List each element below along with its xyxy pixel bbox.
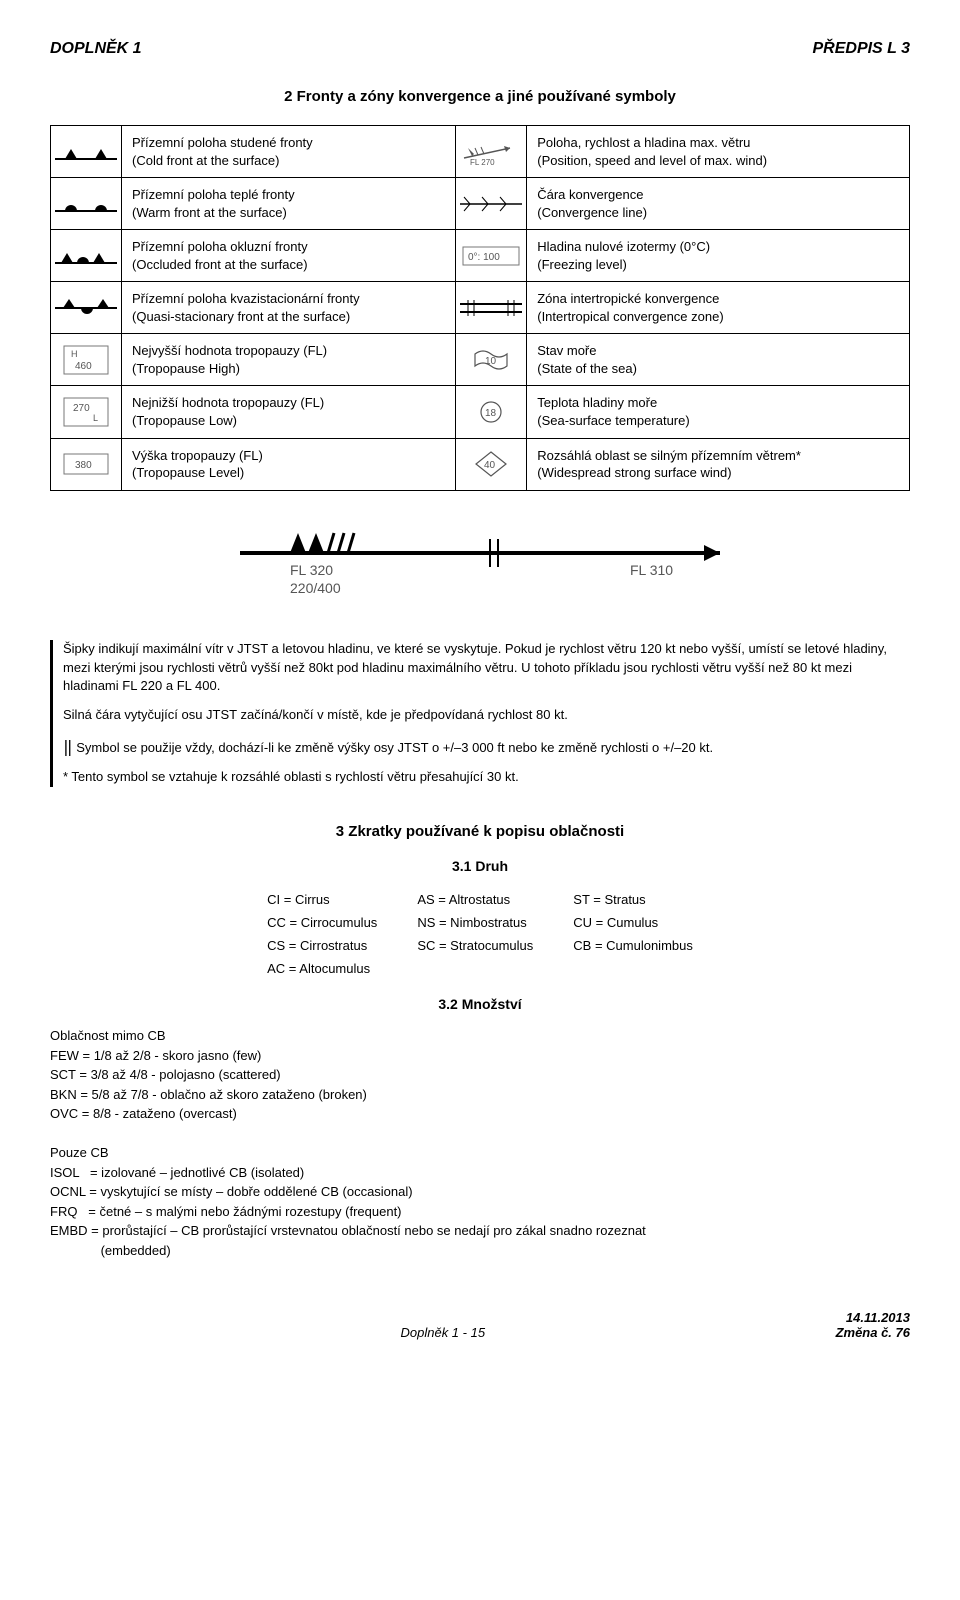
right-symbol-3 <box>456 282 527 334</box>
jet-fl-left: FL 320 <box>290 562 333 578</box>
section3-title: 3 Zkratky používané k popisu oblačnosti <box>50 823 910 840</box>
left-symbol-4: H 460 <box>51 334 122 386</box>
section3-sub2: 3.2 Množství <box>50 996 910 1012</box>
note-4: * Tento symbol se vztahuje k rozsáhlé ob… <box>63 768 900 787</box>
cb-line: OCNL = vyskytující se místy – dobře oddě… <box>50 1182 910 1202</box>
svg-text:270: 270 <box>73 403 90 414</box>
left-desc-0: Přízemní poloha studené fronty(Cold fron… <box>122 126 456 178</box>
jet-stream-figure: FL 320 220/400 FL 310 <box>50 519 910 612</box>
amount-line: SCT = 3/8 až 4/8 - polojasno (scattered) <box>50 1065 910 1085</box>
abbr-cell <box>397 957 553 980</box>
left-desc-2: Přízemní poloha okluzní fronty(Occluded … <box>122 230 456 282</box>
svg-text:18: 18 <box>485 408 497 419</box>
amount-line: OVC = 8/8 - zataženo (overcast) <box>50 1104 910 1124</box>
right-desc-1: Čára konvergence(Convergence line) <box>527 178 910 230</box>
right-symbol-1 <box>456 178 527 230</box>
abbr-cell: AC = Altocumulus <box>247 957 397 980</box>
cloud-abbr-table: CI = CirrusAS = AltrostatusST = StratusC… <box>247 888 713 980</box>
right-symbol-2: 0°: 100 <box>456 230 527 282</box>
cb-line: EMBD = prorůstající – CB prorůstající vr… <box>50 1221 910 1241</box>
cb-line: FRQ = četné – s malými nebo žádnými roze… <box>50 1202 910 1222</box>
left-desc-5: Nejnižší hodnota tropopauzy (FL)(Tropopa… <box>122 386 456 438</box>
left-desc-4: Nejvyšší hodnota tropopauzy (FL)(Tropopa… <box>122 334 456 386</box>
page-header: DOPLNĚK 1 PŘEDPIS L 3 <box>50 40 910 58</box>
section3-sub1: 3.1 Druh <box>50 858 910 874</box>
right-desc-5: Teplota hladiny moře(Sea-surface tempera… <box>527 386 910 438</box>
symbols-table: Přízemní poloha studené fronty(Cold fron… <box>50 125 910 491</box>
cb-line: (embedded) <box>50 1241 910 1261</box>
header-right: PŘEDPIS L 3 <box>812 40 910 58</box>
svg-text:0°: 100: 0°: 100 <box>468 252 500 263</box>
note-2: Silná čára vytyčující osu JTST začíná/ko… <box>63 706 900 725</box>
cb-head: Pouze CB <box>50 1143 910 1163</box>
abbr-cell: SC = Stratocumulus <box>397 934 553 957</box>
note-3: ‖ Symbol se použije vždy, dochází-li ke … <box>63 735 900 758</box>
double-bar-icon: ‖ <box>63 737 73 756</box>
right-desc-6: Rozsáhlá oblast se silným přízemním větr… <box>527 438 910 490</box>
abbr-cell: ST = Stratus <box>553 888 713 911</box>
right-symbol-0: FL 270 <box>456 126 527 178</box>
right-symbol-6: 40 <box>456 438 527 490</box>
right-desc-0: Poloha, rychlost a hladina max. větru(Po… <box>527 126 910 178</box>
right-symbol-5: 18 <box>456 386 527 438</box>
note-3-text: Symbol se použije vždy, dochází-li ke zm… <box>76 740 713 755</box>
footer-change: Změna č. 76 <box>836 1325 910 1340</box>
left-desc-3: Přízemní poloha kvazistacionární fronty(… <box>122 282 456 334</box>
left-symbol-1 <box>51 178 122 230</box>
left-symbol-6: 380 <box>51 438 122 490</box>
abbr-cell: CI = Cirrus <box>247 888 397 911</box>
abbr-cell: AS = Altrostatus <box>397 888 553 911</box>
page-footer: Doplněk 1 - 15 14.11.2013 Změna č. 76 <box>50 1310 910 1340</box>
jet-fl-right: FL 310 <box>630 562 673 578</box>
abbr-cell <box>553 957 713 980</box>
svg-text:10: 10 <box>485 356 497 367</box>
left-desc-6: Výška tropopauzy (FL)(Tropopause Level) <box>122 438 456 490</box>
footer-date: 14.11.2013 <box>846 1310 910 1325</box>
amount-head: Oblačnost mimo CB <box>50 1026 910 1046</box>
right-desc-3: Zóna intertropické konvergence(Intertrop… <box>527 282 910 334</box>
header-left: DOPLNĚK 1 <box>50 40 142 58</box>
amount-line: BKN = 5/8 až 7/8 - oblačno až skoro zata… <box>50 1085 910 1105</box>
section2-title: 2 Fronty a zóny konvergence a jiné použí… <box>50 88 910 105</box>
note-1: Šipky indikují maximální vítr v JTST a l… <box>63 640 900 697</box>
svg-text:L: L <box>93 413 98 423</box>
left-symbol-2 <box>51 230 122 282</box>
right-desc-2: Hladina nulové izotermy (0°C)(Freezing l… <box>527 230 910 282</box>
svg-text:380: 380 <box>75 460 92 471</box>
svg-text:460: 460 <box>75 361 92 372</box>
jet-bottom: 220/400 <box>290 580 341 596</box>
abbr-cell: NS = Nimbostratus <box>397 911 553 934</box>
right-desc-4: Stav moře(State of the sea) <box>527 334 910 386</box>
abbr-cell: CU = Cumulus <box>553 911 713 934</box>
amount-line: FEW = 1/8 až 2/8 - skoro jasno (few) <box>50 1046 910 1066</box>
left-symbol-3 <box>51 282 122 334</box>
abbr-cell: CS = Cirrostratus <box>247 934 397 957</box>
cb-line: ISOL = izolované – jednotlivé CB (isolat… <box>50 1163 910 1183</box>
notes-box: Šipky indikují maximální vítr v JTST a l… <box>50 640 910 787</box>
right-symbol-4: 10 <box>456 334 527 386</box>
svg-text:40: 40 <box>484 460 496 471</box>
amount-block: Oblačnost mimo CB FEW = 1/8 až 2/8 - sko… <box>50 1026 910 1260</box>
left-symbol-5: 270L <box>51 386 122 438</box>
svg-text:FL 270: FL 270 <box>470 158 495 166</box>
left-symbol-0 <box>51 126 122 178</box>
abbr-cell: CB = Cumulonimbus <box>553 934 713 957</box>
svg-text:H: H <box>71 349 78 359</box>
footer-center: Doplněk 1 - 15 <box>401 1325 486 1340</box>
abbr-cell: CC = Cirrocumulus <box>247 911 397 934</box>
left-desc-1: Přízemní poloha teplé fronty(Warm front … <box>122 178 456 230</box>
